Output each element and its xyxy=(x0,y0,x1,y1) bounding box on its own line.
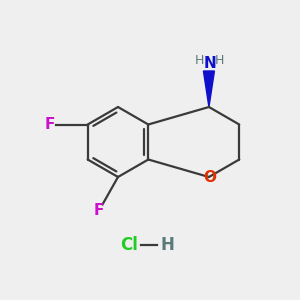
Polygon shape xyxy=(203,71,214,107)
Text: H: H xyxy=(160,236,174,254)
Text: H: H xyxy=(215,55,225,68)
Text: F: F xyxy=(93,203,104,218)
Text: N: N xyxy=(204,56,216,70)
Text: H: H xyxy=(195,55,205,68)
Text: O: O xyxy=(203,169,216,184)
Text: Cl: Cl xyxy=(120,236,138,254)
Text: F: F xyxy=(44,117,55,132)
